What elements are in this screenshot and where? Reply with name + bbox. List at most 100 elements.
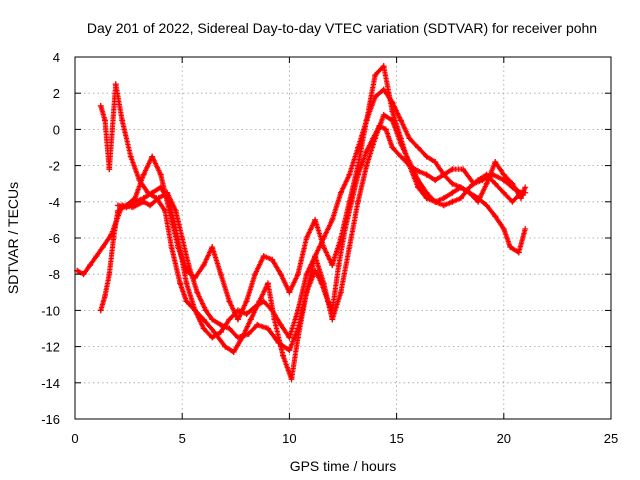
data-point: [522, 225, 529, 232]
data-point: [149, 189, 156, 196]
data-point: [380, 63, 387, 70]
data-point: [475, 177, 482, 184]
data-point: [110, 235, 117, 241]
data-point: [102, 292, 109, 299]
data-point: [286, 289, 293, 296]
data-point: [119, 117, 126, 124]
data-point: [509, 180, 516, 187]
data-point: [346, 198, 353, 205]
data-point: [277, 271, 284, 278]
data-point: [209, 334, 216, 341]
data-point: [466, 184, 473, 191]
data-point: [457, 184, 464, 191]
data-point: [123, 204, 130, 211]
data-point: [320, 280, 327, 287]
data-point: [415, 177, 422, 184]
data-point: [440, 202, 447, 209]
data-point: [483, 180, 490, 187]
data-point: [382, 126, 389, 133]
data-point: [279, 352, 286, 359]
series-track-2: [97, 81, 529, 383]
data-point: [440, 171, 447, 178]
data-point: [355, 162, 362, 169]
data-point: [432, 177, 439, 184]
data-point: [157, 184, 164, 191]
data-point: [183, 280, 190, 287]
y-tick-label: -16: [41, 412, 60, 427]
data-point: [320, 244, 327, 251]
y-tick-label: -14: [41, 376, 60, 391]
data-point: [264, 325, 271, 332]
data-point: [149, 153, 156, 160]
data-point: [355, 144, 362, 151]
data-point: [492, 213, 499, 220]
data-point: [449, 166, 456, 173]
data-point: [288, 376, 295, 383]
y-tick-label: -2: [48, 159, 60, 174]
y-tick-label: -10: [41, 303, 60, 318]
data-point: [294, 334, 301, 341]
x-tick-label: 10: [282, 431, 296, 446]
data-point: [389, 117, 396, 124]
data-point: [372, 72, 379, 79]
data-point: [243, 298, 250, 305]
data-point: [217, 321, 224, 328]
data-point: [153, 195, 160, 202]
data-point: [226, 298, 233, 305]
x-axis-label: GPS time / hours: [290, 458, 397, 474]
data-point: [234, 316, 241, 323]
data-point: [380, 111, 387, 118]
data-point: [423, 189, 430, 196]
data-point: [127, 153, 134, 160]
data-point: [312, 216, 319, 223]
data-point: [329, 316, 336, 323]
data-point: [363, 117, 370, 124]
data-point: [406, 158, 413, 165]
data-point: [252, 271, 259, 278]
data-point: [247, 316, 254, 323]
data-point: [312, 267, 319, 274]
data-point: [294, 307, 301, 314]
data-point: [157, 171, 164, 178]
data-point: [500, 171, 507, 178]
data-point: [406, 135, 413, 142]
data-point: [346, 244, 353, 251]
data-point: [483, 171, 490, 178]
data-point: [234, 307, 241, 314]
data-point: [432, 158, 439, 165]
x-tick-label: 5: [179, 431, 186, 446]
data-point: [389, 108, 396, 115]
y-tick-label: -8: [48, 267, 60, 282]
data-point: [269, 307, 276, 314]
data-point: [522, 184, 529, 191]
data-point: [243, 311, 250, 318]
data-point: [217, 329, 224, 336]
data-point: [449, 180, 456, 187]
data-point: [192, 274, 199, 281]
data-point: [264, 280, 271, 287]
data-point: [294, 271, 301, 278]
data-point: [174, 235, 181, 241]
data-point: [106, 271, 113, 278]
data-point: [209, 244, 216, 251]
data-point: [500, 189, 507, 196]
data-point: [457, 195, 464, 202]
data-point: [397, 117, 404, 124]
data-point: [515, 249, 522, 256]
data-point: [140, 195, 147, 202]
data-point: [500, 177, 507, 184]
y-tick-label: 4: [53, 50, 60, 65]
data-point: [415, 168, 422, 175]
data-point: [99, 244, 106, 251]
data-point: [492, 180, 499, 187]
data-point: [337, 289, 344, 296]
data-point: [277, 321, 284, 328]
data-point: [337, 189, 344, 196]
x-tick-label: 25: [604, 431, 618, 446]
y-tick-label: 0: [53, 122, 60, 137]
plot-area: [74, 63, 529, 383]
data-point: [106, 166, 113, 173]
data-point: [475, 198, 482, 205]
y-axis-label: SDTVAR / TECUs: [5, 182, 21, 294]
